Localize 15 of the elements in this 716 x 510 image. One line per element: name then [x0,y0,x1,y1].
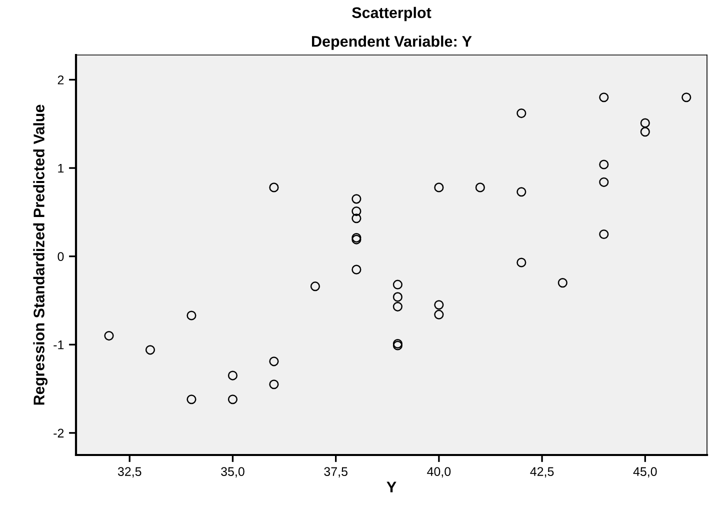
x-axis-title: Y [386,482,396,492]
y-tick-label: 0 [58,252,64,261]
chart-title: Scatterplot [352,6,432,22]
x-tick-label: 35,0 [221,467,244,478]
x-tick-label: 45,0 [633,467,657,478]
x-tick-label: 42,5 [530,467,554,478]
chart-subtitle: Dependent Variable: Y [312,36,472,50]
x-tick-label: 40,0 [427,467,451,478]
x-tick-label: 32,5 [118,467,142,478]
y-tick-label: -1 [54,340,64,350]
y-tick-label: -2 [54,428,64,438]
x-tick-label: 37,5 [324,467,348,478]
y-tick-label: 1 [58,164,64,173]
y-axis-title: Regression Standardized Predicted Value [33,104,48,405]
y-tick-label: 2 [58,76,64,84]
